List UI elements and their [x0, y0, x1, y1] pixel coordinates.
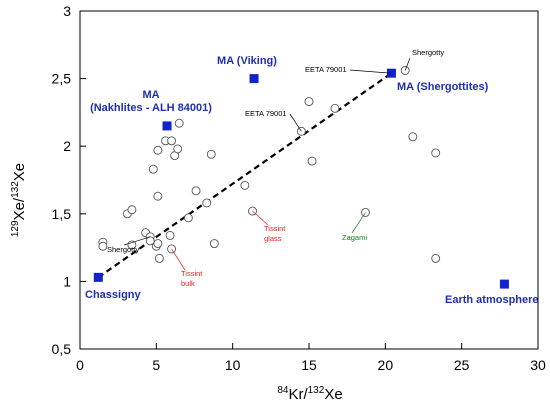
data-point — [148, 164, 158, 174]
axis-titles: 129Xe/132Xe 84Kr/132Xe — [10, 163, 343, 403]
annotation-leader — [123, 236, 151, 246]
data-point — [240, 180, 250, 190]
x-axis-title: 84Kr/132Xe — [277, 385, 342, 403]
ylabel-base2: Xe — [11, 163, 28, 181]
annotation-label: bulk — [181, 279, 195, 288]
annotation-label: MA (Viking) — [217, 55, 277, 67]
x-tick-label: 5 — [152, 357, 160, 373]
ylabel-sup2: 132 — [10, 181, 21, 198]
annotation-label: Zagami — [342, 233, 367, 242]
y-tick-label: 3 — [63, 3, 71, 19]
points-layer — [93, 66, 509, 289]
data-point — [127, 205, 137, 215]
reference-point — [249, 74, 259, 84]
data-point — [191, 186, 201, 196]
x-tick-label: 30 — [530, 357, 546, 373]
plot-frame — [79, 10, 539, 350]
annotation-label: glass — [264, 234, 282, 243]
annotation-leader — [404, 57, 411, 71]
data-point — [174, 118, 184, 128]
data-point — [153, 191, 163, 201]
data-point — [173, 144, 183, 154]
ylabel-sup1: 129 — [10, 220, 21, 237]
data-point — [167, 136, 177, 146]
x-tick-label: 25 — [454, 357, 470, 373]
annotation-label: Earth atmosphere — [445, 294, 539, 306]
ticks-layer: 0 5 10 15 20 25 30 0,5 1 1,5 2 2,5 3 — [52, 3, 546, 373]
x-tick-label: 20 — [378, 357, 394, 373]
data-point — [202, 198, 212, 208]
x-tick-label: 15 — [301, 357, 317, 373]
data-point — [304, 97, 314, 107]
leaders-layer — [123, 57, 411, 271]
xlabel-base1: Kr/ — [288, 386, 308, 403]
annotation-label: EETA 79001 — [245, 109, 287, 118]
y-tick-label: 2,5 — [52, 71, 72, 87]
annotation-leader — [171, 248, 186, 271]
annotation-leader — [351, 212, 366, 234]
xlabel-sup2: 132 — [308, 385, 325, 396]
annotation-label: Shergotty — [412, 48, 444, 57]
ylabel-base1: Xe/ — [11, 197, 28, 220]
y-tick-label: 2 — [63, 138, 71, 154]
reference-point — [162, 121, 172, 131]
data-point — [206, 149, 216, 159]
annotation-leader — [289, 113, 302, 132]
annotation-label: (Nakhlites - ALH 84001) — [90, 102, 212, 114]
data-point — [165, 230, 175, 240]
y-tick-label: 0,5 — [52, 341, 72, 357]
data-point — [431, 148, 441, 158]
annotation-label: EETA 79001 — [305, 65, 347, 74]
data-point — [183, 213, 193, 223]
y-axis-title: 129Xe/132Xe — [10, 163, 28, 237]
data-point — [98, 241, 108, 251]
data-point — [153, 239, 163, 248]
data-point — [408, 132, 418, 142]
annotation-label: Tissint — [181, 269, 203, 278]
data-point — [431, 253, 441, 263]
x-tick-label: 10 — [225, 357, 241, 373]
reference-point — [499, 279, 509, 289]
data-point — [153, 145, 163, 155]
x-tick-label: 0 — [76, 357, 84, 373]
data-point — [330, 103, 340, 113]
annotation-leader — [252, 210, 269, 226]
annotation-label: MA — [142, 89, 159, 101]
xlabel-base2: Xe — [324, 386, 342, 403]
annotation-label: MA (Shergottites) — [397, 81, 489, 93]
y-tick-label: 1 — [63, 273, 71, 289]
annotation-label: Tissint — [264, 224, 286, 233]
labels-layer: MA (Viking) MA(Nakhlites - ALH 84001) MA (… — [85, 48, 539, 306]
annotation-leader — [349, 69, 392, 74]
data-point — [154, 253, 164, 263]
annotation-label: Shergotty — [107, 245, 139, 254]
reference-point — [93, 272, 103, 282]
annotation-label: Chassigny — [85, 289, 142, 301]
data-point — [209, 239, 219, 248]
data-point — [307, 156, 317, 166]
xlabel-sup1: 84 — [277, 385, 289, 396]
y-tick-label: 1,5 — [52, 206, 72, 222]
